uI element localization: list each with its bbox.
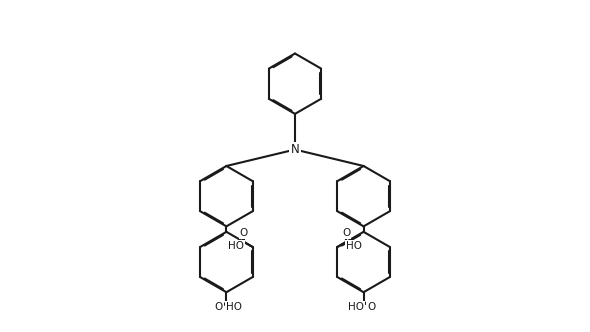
Text: HO: HO <box>226 302 242 312</box>
Text: O: O <box>367 302 375 312</box>
Text: HO: HO <box>348 302 364 312</box>
Text: O: O <box>240 228 248 238</box>
Text: HO: HO <box>228 241 244 251</box>
Text: HO: HO <box>346 241 362 251</box>
Text: N: N <box>291 143 299 156</box>
Text: O: O <box>215 302 223 312</box>
Text: O: O <box>342 228 350 238</box>
